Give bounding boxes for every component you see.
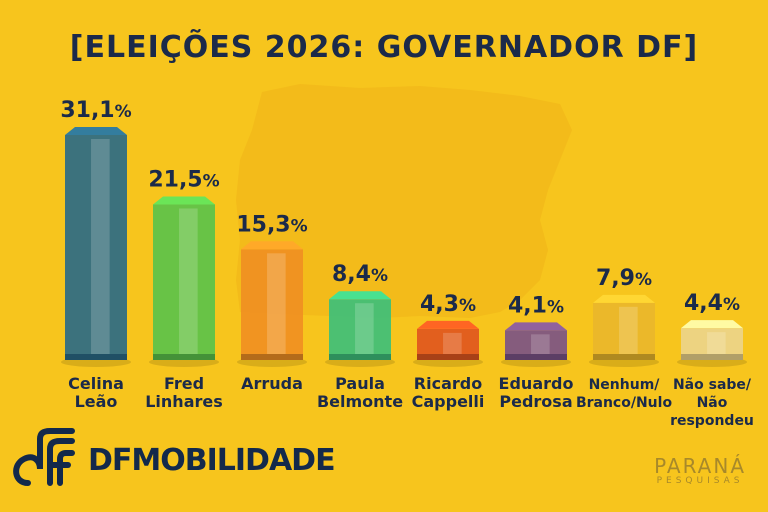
- bar-base: [417, 354, 479, 360]
- value-number: 7,9: [596, 266, 635, 291]
- source-subtitle: PESQUISAS: [656, 476, 744, 486]
- bar-highlight: [707, 332, 726, 356]
- bar-top: [65, 127, 127, 135]
- brand-name: DFMOBILIDADE: [88, 443, 336, 478]
- bar-base: [329, 354, 391, 360]
- value-label: 4,4%: [684, 291, 740, 316]
- value-unit: %: [371, 266, 388, 286]
- category-label: Leão: [75, 392, 118, 411]
- category-label: Eduardo: [499, 374, 574, 393]
- category-label: Pedrosa: [499, 392, 572, 411]
- bar-group: 4,4% Não sabe/Não respondeu: [670, 291, 754, 429]
- bar-highlight: [355, 303, 374, 356]
- category-label: Celina: [68, 374, 124, 393]
- bar-top: [681, 320, 743, 329]
- category-label: Paula: [335, 374, 385, 393]
- category-label: Não: [697, 395, 728, 411]
- bar-base: [153, 354, 215, 360]
- value-unit: %: [635, 270, 652, 290]
- bar-base: [241, 354, 303, 360]
- value-unit: %: [203, 171, 220, 191]
- brand-logo: DFMOBILIDADE: [10, 425, 336, 495]
- category-label: Fred: [164, 374, 204, 393]
- bar-group: 15,3% Arruda: [236, 212, 307, 393]
- bar-highlight: [267, 253, 286, 356]
- source-name: PARANÁ: [654, 454, 746, 478]
- category-label: Branco/Nulo: [576, 395, 673, 411]
- value-number: 21,5: [148, 167, 202, 192]
- value-unit: %: [547, 297, 564, 317]
- value-label: 15,3%: [236, 212, 307, 237]
- value-label: 8,4%: [332, 262, 388, 287]
- df-logo-icon: [13, 428, 75, 486]
- bar-highlight: [91, 139, 110, 356]
- value-unit: %: [115, 102, 132, 122]
- value-number: 8,4: [332, 262, 371, 287]
- value-label: 4,1%: [508, 293, 564, 318]
- category-label: Não sabe/: [673, 377, 752, 393]
- value-number: 31,1: [60, 98, 114, 123]
- value-label: 4,3%: [420, 292, 476, 317]
- value-number: 4,1: [508, 293, 547, 318]
- category-label: Nenhum/: [589, 377, 661, 393]
- value-unit: %: [291, 216, 308, 236]
- bar-base: [681, 354, 743, 360]
- bar-highlight: [619, 306, 638, 356]
- value-number: 4,4: [684, 291, 723, 316]
- bar-top: [153, 196, 215, 205]
- value-label: 21,5%: [148, 167, 219, 192]
- category-label: respondeu: [670, 413, 754, 429]
- bar: [153, 204, 215, 360]
- bar-top: [593, 294, 655, 303]
- bar: [329, 299, 391, 360]
- bar: [593, 302, 655, 360]
- value-number: 4,3: [420, 292, 459, 317]
- category-label: Cappelli: [412, 392, 485, 411]
- bar-top: [241, 241, 303, 250]
- value-unit: %: [459, 296, 476, 316]
- bar-highlight: [443, 332, 462, 356]
- bar-base: [65, 354, 127, 360]
- bar-group: 7,9% Nenhum/Branco/Nulo: [576, 266, 673, 411]
- category-label: Ricardo: [414, 374, 482, 393]
- category-label: Belmonte: [317, 392, 403, 411]
- chart-title: [ELEIÇÕES 2026: GOVERNADOR DF]: [69, 30, 699, 65]
- bar-base: [505, 354, 567, 360]
- value-number: 15,3: [236, 212, 290, 237]
- bar-top: [417, 320, 479, 329]
- category-label: Arruda: [241, 374, 303, 393]
- bar: [241, 249, 303, 360]
- bar-highlight: [179, 208, 198, 356]
- bar: [65, 135, 127, 360]
- df-map-silhouette: [236, 84, 572, 318]
- source-logo: PARANÁ PESQUISAS: [654, 454, 746, 486]
- bar-top: [505, 322, 567, 331]
- value-label: 31,1%: [60, 98, 131, 123]
- bar-top: [329, 291, 391, 300]
- bar-highlight: [531, 334, 550, 356]
- value-unit: %: [723, 295, 740, 315]
- value-label: 7,9%: [596, 266, 652, 291]
- category-label: Linhares: [145, 392, 223, 411]
- bar-base: [593, 354, 655, 360]
